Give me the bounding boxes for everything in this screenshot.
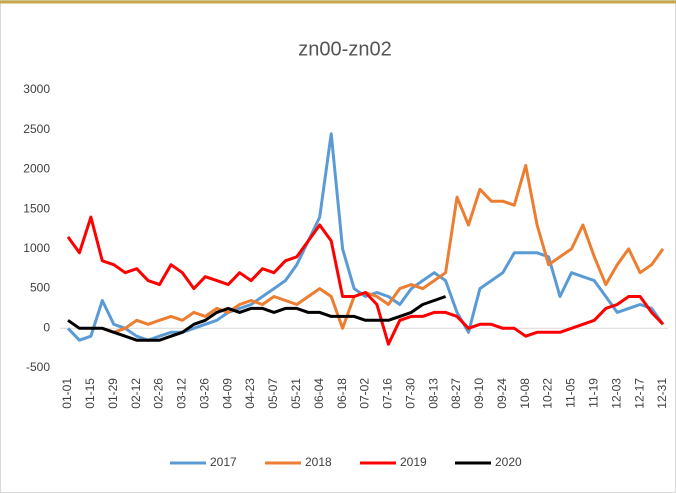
y-tick-label: 500 [30,281,50,295]
chart-title: zn00-zn02 [298,38,391,60]
x-tick-label: 02-26 [152,378,166,409]
y-tick-label: 1000 [23,241,50,255]
x-tick-label: 12-31 [655,378,669,409]
x-tick-label: 09-24 [495,378,509,409]
y-tick-label: 1500 [23,201,50,215]
legend-label: 2017 [210,455,237,469]
x-tick-label: 06-04 [312,378,326,409]
series-line [66,215,665,346]
x-tick-label: 10-22 [541,378,555,409]
x-tick-label: 01-29 [106,378,120,409]
series-line [67,295,447,342]
y-tick-label: 2500 [23,122,50,136]
y-tick-label: 3000 [23,82,50,96]
x-tick-label: 01-01 [60,378,74,409]
x-tick-label: 03-26 [197,378,211,409]
legend-label: 2020 [495,455,522,469]
x-tick-label: 07-16 [381,378,395,409]
x-tick-label: 04-23 [243,378,257,409]
y-tick-label: -500 [26,360,50,374]
x-tick-label: 07-30 [403,378,417,409]
x-tick-label: 11-05 [564,378,578,408]
x-tick-label: 07-02 [358,378,372,409]
x-tick-label: 05-07 [266,378,280,409]
x-tick-label: 01-15 [83,378,97,409]
series-line [66,132,665,342]
x-tick-label: 10-08 [518,378,532,409]
x-tick-label: 11-19 [587,378,601,408]
x-tick-label: 03-12 [175,378,189,409]
x-tick-label: 09-10 [472,378,486,409]
x-tick-label: 04-09 [220,378,234,409]
y-tick-label: 2000 [23,162,50,176]
series-line [101,164,665,334]
x-tick-label: 06-18 [335,378,349,409]
x-tick-label: 02-12 [129,378,143,409]
legend-label: 2019 [400,455,427,469]
legend-label: 2018 [305,455,332,469]
x-tick-label: 12-17 [632,378,646,409]
x-tick-label: 08-27 [449,378,463,409]
x-tick-label: 08-13 [426,378,440,409]
x-tick-label: 12-03 [609,378,623,409]
y-tick-label: 0 [43,320,50,334]
x-tick-label: 05-21 [289,378,303,409]
